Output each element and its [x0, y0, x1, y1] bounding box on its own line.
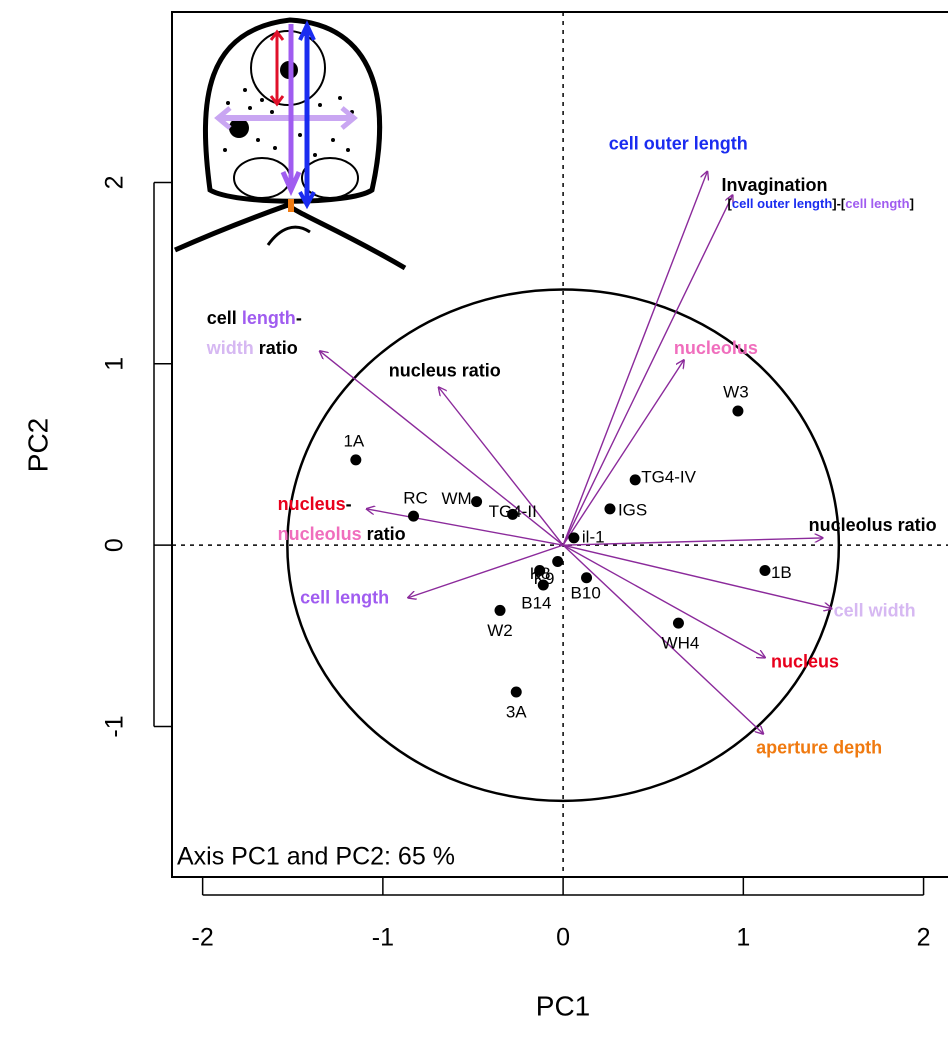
point-label: IGS — [618, 500, 647, 519]
x-tick-label: -2 — [192, 924, 214, 952]
label-segment: nucleolus — [674, 338, 758, 358]
cell-illustration — [175, 20, 405, 268]
arrow-label: Invagination — [722, 175, 828, 195]
point-label: WM — [441, 489, 471, 508]
loading-arrow — [563, 172, 707, 546]
arrow-label: width ratio — [206, 338, 298, 358]
label-segment: aperture depth — [756, 737, 882, 757]
data-point — [538, 580, 549, 591]
arrow-label: nucleolus — [674, 338, 758, 358]
x-tick-label: 1 — [736, 924, 750, 952]
label-segment: nucleus — [278, 494, 346, 514]
data-point — [408, 511, 419, 522]
arrow-label: cell width — [834, 600, 916, 620]
label-segment: cell width — [834, 600, 916, 620]
arrow-label: [cell outer length]-[cell length] — [728, 197, 914, 212]
arrow-label: cell length- — [207, 308, 302, 328]
point-label: W2 — [487, 621, 513, 640]
data-point — [471, 496, 482, 507]
point-label: W3 — [723, 382, 749, 401]
label-segment: cell length — [845, 197, 909, 212]
point-label: B14 — [521, 594, 551, 613]
point-label: RC — [403, 489, 428, 508]
y-tick-label: -1 — [101, 715, 129, 737]
arrow-label: cell length — [300, 587, 389, 607]
arrow-label: nucleolus ratio — [278, 524, 406, 544]
x-tick-label: 0 — [556, 924, 570, 952]
loading-arrow — [439, 387, 563, 545]
label-segment: nucleolus — [278, 524, 362, 544]
data-point — [581, 572, 592, 583]
point-label: TG4-IV — [641, 467, 696, 486]
data-point — [511, 687, 522, 698]
arrow-label: nucleus ratio — [389, 360, 501, 380]
arrow-label: nucleolus ratio — [809, 515, 937, 535]
x-tick-label: -1 — [372, 924, 394, 952]
data-point — [495, 605, 506, 616]
arrow-label: cell outer length — [609, 133, 748, 153]
point-label: 1B — [771, 563, 792, 582]
label-segment: ratio — [362, 524, 406, 544]
label-segment: ] — [910, 197, 914, 212]
chart: cell outer length Invagination [cell outer… — [0, 0, 948, 1037]
label-segment: - — [296, 308, 302, 328]
data-point — [673, 618, 684, 629]
y-axis-title: PC2 — [22, 418, 53, 472]
label-segment: length — [242, 308, 296, 328]
x-axis-title: PC1 — [536, 990, 590, 1021]
label-segment: cell length — [300, 587, 389, 607]
point-label: 3A — [506, 703, 527, 722]
y-tick-label: 1 — [101, 357, 129, 371]
data-point — [350, 454, 361, 465]
label-segment: Invagination — [722, 175, 828, 195]
x-tick-label: 2 — [917, 924, 931, 952]
label-segment: cell outer length — [609, 133, 748, 153]
data-point — [732, 405, 743, 416]
data-point — [568, 532, 579, 543]
point-label: 1A — [343, 431, 364, 450]
y-tick-label: 0 — [101, 538, 129, 552]
label-segment: cell outer length — [732, 197, 832, 212]
arrow-label: aperture depth — [756, 737, 882, 757]
data-point — [630, 474, 641, 485]
point-label: il-1 — [582, 527, 605, 546]
point-label: B10 — [571, 583, 601, 602]
label-segment: nucleus — [771, 651, 839, 671]
label-segment: ratio — [254, 338, 298, 358]
arrow-label: nucleus — [771, 651, 839, 671]
label-segment: nucleolus ratio — [809, 515, 937, 535]
y-tick-label: 2 — [101, 176, 129, 190]
label-segment: cell — [207, 308, 242, 328]
data-point — [604, 503, 615, 514]
data-point — [759, 565, 770, 576]
label-segment: ]-[ — [832, 197, 846, 212]
data-point — [552, 556, 563, 567]
annotation: Axis PC1 and PC2: 65 % — [177, 843, 455, 871]
loading-arrow — [563, 195, 732, 545]
point-label: TG4-II — [489, 502, 537, 521]
point-label: WH4 — [662, 634, 700, 653]
label-segment: nucleus ratio — [389, 360, 501, 380]
label-segment: width — [206, 338, 254, 358]
arrow-label: nucleus- — [278, 494, 352, 514]
label-segment: - — [346, 494, 352, 514]
